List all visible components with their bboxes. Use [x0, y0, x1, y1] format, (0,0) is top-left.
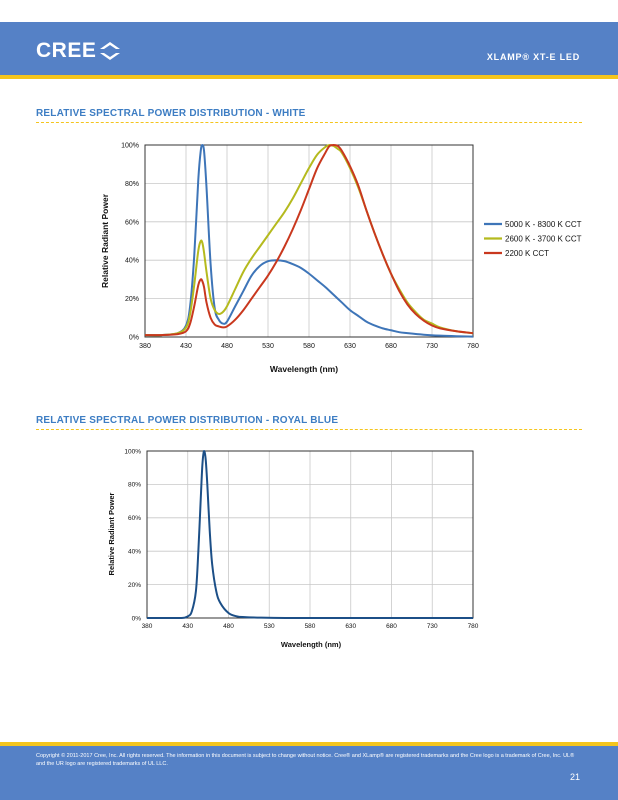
- series-line-2: [144, 144, 474, 337]
- y-tick-label: 80%: [125, 181, 139, 188]
- product-title: XLAMP® XT-E LED: [486, 52, 580, 62]
- spectral-chart-white: 0% 20% 40% 60% 80% 100% 380 430 480 530 580 630 680…: [100, 142, 582, 374]
- x-tick-label: 630: [344, 343, 356, 350]
- y-tick-labels: 0% 20% 40% 60% 80% 100%: [124, 448, 141, 622]
- y-tick-label: 80%: [128, 482, 141, 489]
- section-divider: [36, 122, 582, 123]
- cree-chevron-logo-icon: [100, 42, 121, 60]
- header-stripe: [0, 75, 618, 79]
- y-tick-label: 20%: [128, 582, 141, 589]
- grid: [147, 451, 473, 618]
- x-tick-label: 380: [142, 623, 153, 630]
- cree-logo: CREE: [36, 39, 121, 62]
- y-tick-label: 0%: [129, 334, 139, 341]
- x-tick-label: 680: [386, 623, 397, 630]
- x-tick-label: 780: [467, 343, 479, 350]
- plot-border: [144, 144, 474, 338]
- y-tick-label: 60%: [125, 219, 139, 226]
- x-tick-label: 780: [468, 623, 479, 630]
- x-tick-label: 680: [385, 343, 397, 350]
- x-tick-label: 380: [139, 343, 151, 350]
- x-tick-label: 730: [426, 343, 438, 350]
- y-tick-label: 20%: [125, 296, 139, 303]
- legend-label: 2200 K CCT: [505, 249, 549, 258]
- y-tick-label: 100%: [124, 448, 141, 455]
- copyright-notice: Copyright © 2011-2017 Cree, Inc. All rig…: [36, 753, 575, 767]
- page-number: 21: [569, 772, 580, 782]
- spectral-chart-royal-blue: 0% 20% 40% 60% 80% 100% 380 430 480 530 580 630 680…: [107, 448, 479, 649]
- series-line-0: [147, 450, 473, 619]
- x-tick-label: 480: [221, 343, 233, 350]
- y-tick-label: 0%: [132, 615, 142, 622]
- section-divider: [36, 429, 582, 430]
- y-tick-label: 40%: [125, 258, 139, 265]
- x-tick-label: 580: [303, 343, 315, 350]
- y-tick-labels: 0% 20% 40% 60% 80% 100%: [121, 142, 139, 341]
- x-tick-label: 430: [182, 623, 193, 630]
- x-tick-label: 630: [345, 623, 356, 630]
- x-axis-label: Wavelength (nm): [281, 640, 342, 649]
- legend: 5000 K - 8300 K CCT 2600 K - 3700 K CCT 22…: [484, 220, 582, 258]
- x-tick-labels: 380 430 480 530 580 630 680 730 780: [139, 343, 479, 350]
- y-tick-label: 60%: [128, 515, 141, 522]
- footer-stripe: [0, 742, 618, 746]
- x-tick-label: 530: [262, 343, 274, 350]
- y-axis-label: Relative Radiant Power: [100, 193, 110, 288]
- x-tick-label: 430: [180, 343, 192, 350]
- x-tick-label: 480: [223, 623, 234, 630]
- x-tick-label: 580: [305, 623, 316, 630]
- grid: [145, 145, 473, 337]
- series-layer: [144, 144, 474, 338]
- section-title-white: RELATIVE SPECTRAL POWER DISTRIBUTION - W…: [36, 108, 306, 119]
- legend-label: 5000 K - 8300 K CCT: [505, 220, 582, 229]
- y-tick-label: 40%: [128, 548, 141, 555]
- x-tick-label: 730: [427, 623, 438, 630]
- section-title-royal-blue: RELATIVE SPECTRAL POWER DISTRIBUTION - R…: [36, 415, 339, 426]
- series-line-0: [144, 144, 474, 338]
- y-axis-label: Relative Radiant Power: [107, 492, 116, 575]
- logo-text: CREE: [36, 39, 97, 62]
- x-tick-label: 530: [264, 623, 275, 630]
- x-tick-labels: 380 430 480 530 580 630 680 730 780: [142, 623, 479, 630]
- series-layer: [147, 450, 473, 619]
- x-axis-label: Wavelength (nm): [270, 364, 338, 374]
- page-footer: [0, 746, 618, 800]
- legend-label: 2600 K - 3700 K CCT: [505, 235, 582, 244]
- y-tick-label: 100%: [121, 142, 139, 149]
